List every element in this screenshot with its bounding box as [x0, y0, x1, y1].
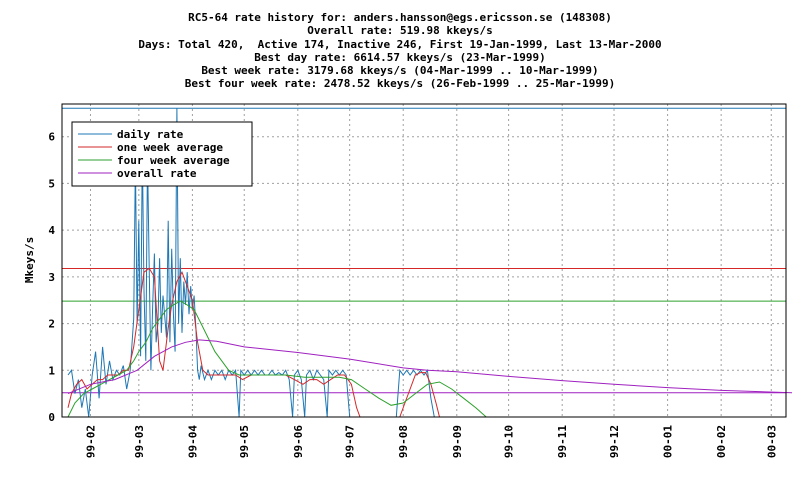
series-line-four-week-average — [67, 300, 487, 418]
x-tick-label: 00-02 — [715, 425, 728, 458]
legend-label: one week average — [117, 141, 223, 154]
x-tick-label: 99-10 — [503, 425, 516, 458]
series-line-overall-rate — [67, 339, 793, 395]
legend-box — [71, 121, 253, 187]
days-summary-text: Days: Total 420, Active 174, Inactive 24… — [138, 37, 662, 51]
y-axis-title: Mkeys/s — [23, 237, 36, 283]
y-tick-label: 3 — [48, 271, 55, 284]
x-tick-labels: 99-02 99-03 99-04 99-05 99-06 99-07 99-08 99-09… — [84, 425, 778, 458]
y-tick-label: 0 — [48, 411, 55, 424]
chart-header: RC5-64 rate history for: anders.hansson@… — [0, 11, 800, 91]
series-lines — [67, 108, 793, 418]
x-tick-label: 99-07 — [344, 425, 357, 458]
overall-rate-text: Overall rate: 519.98 kkeys/s — [307, 24, 493, 38]
y-tick-labels: 0 1 2 3 4 5 6 — [48, 131, 55, 424]
plot-frame — [61, 103, 787, 418]
legend-label: daily rate — [117, 128, 184, 141]
best-week-text: Best week rate: 3179.68 kkeys/s (04-Mar-… — [201, 64, 599, 78]
chart-title: RC5-64 rate history for: anders.hansson@… — [188, 11, 612, 24]
best-four-week-text: Best four week rate: 2478.52 kkeys/s (26… — [184, 77, 616, 91]
x-tick-label: 99-06 — [292, 425, 305, 458]
x-tick-label: 99-12 — [608, 425, 621, 458]
x-tick-label: 99-09 — [451, 425, 464, 458]
best-day-text: Best day rate: 6614.57 kkeys/s (23-Mar-1… — [254, 50, 546, 64]
x-tick-label: 99-04 — [186, 425, 199, 458]
y-tick-label: 1 — [48, 364, 55, 377]
x-tick-label: 99-05 — [238, 425, 251, 458]
series-line-one-week-average — [67, 267, 440, 418]
y-tick-label: 6 — [48, 131, 55, 144]
x-tick-label: 99-08 — [397, 425, 410, 458]
x-tick-label: 99-02 — [84, 425, 97, 458]
y-tick-label: 5 — [48, 177, 55, 190]
x-tick-label: 00-03 — [765, 425, 778, 458]
x-tick-label: 99-11 — [556, 425, 569, 458]
legend-label: overall rate — [117, 167, 197, 180]
x-tick-label: 00-01 — [662, 425, 675, 458]
legend-label: four week average — [117, 154, 230, 167]
y-tick-label: 4 — [48, 224, 55, 237]
y-tick-label: 2 — [48, 318, 55, 331]
series-line-daily-rate — [67, 108, 435, 418]
x-tick-label: 99-03 — [133, 425, 146, 458]
